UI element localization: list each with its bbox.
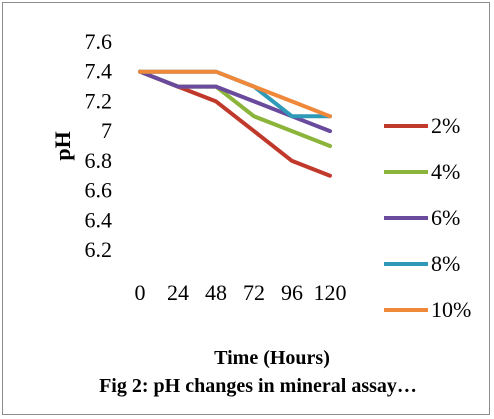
legend-label: 6% <box>431 205 460 230</box>
series-lines <box>138 69 332 178</box>
chart-frame <box>2 2 490 415</box>
y-axis-ticks: 6.2 6.4 6.6 6.8 7 7.2 7.4 7.6 <box>85 29 113 262</box>
y-axis-title: pH <box>50 131 75 160</box>
x-axis-title: Time (Hours) <box>214 347 330 369</box>
x-tick-label: 96 <box>281 280 303 305</box>
x-tick-label: 48 <box>205 280 227 305</box>
y-tick-label: 7.2 <box>85 88 113 113</box>
y-tick-label: 7.6 <box>85 29 113 54</box>
y-tick-label: 6.4 <box>85 207 113 232</box>
series-line <box>138 69 332 134</box>
x-tick-label: 72 <box>243 280 265 305</box>
y-tick-label: 7 <box>101 118 112 143</box>
y-tick-label: 7.4 <box>85 59 113 84</box>
x-tick-label: 0 <box>135 280 146 305</box>
figure-caption: Fig 2: pH changes in mineral assay… <box>99 375 417 397</box>
legend-label: 10% <box>431 297 471 322</box>
y-tick-label: 6.2 <box>85 237 113 262</box>
legend: 2% 4% 6% 8% 10% <box>384 113 471 322</box>
legend-label: 4% <box>431 159 460 184</box>
legend-label: 8% <box>431 251 460 276</box>
y-tick-label: 6.8 <box>85 148 113 173</box>
series-line <box>138 69 332 178</box>
y-tick-label: 6.6 <box>85 178 113 203</box>
x-tick-label: 24 <box>167 280 189 305</box>
x-tick-label: 120 <box>314 280 347 305</box>
series-line <box>138 69 332 119</box>
x-axis-ticks: 0 24 48 72 96 120 <box>135 280 347 305</box>
legend-label: 2% <box>431 113 460 138</box>
